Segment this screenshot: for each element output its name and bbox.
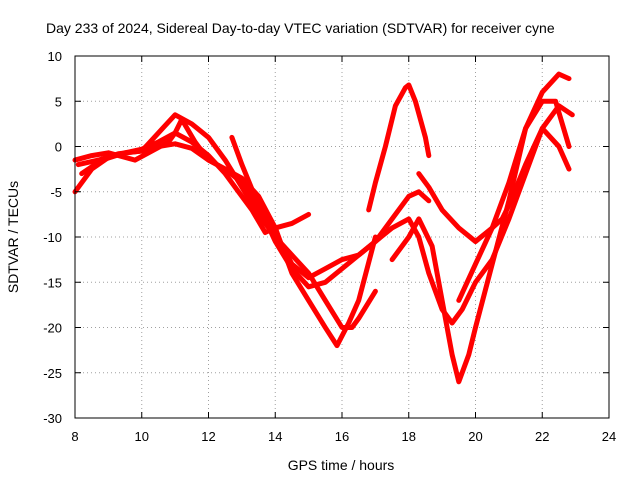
y-tick-label: -25 (43, 366, 62, 381)
y-tick-label: 10 (48, 49, 62, 64)
series-line-s1 (72, 112, 378, 330)
x-tick-labels: 8 10 12 14 16 18 20 22 24 (71, 429, 616, 444)
chart-title: Day 233 of 2024, Sidereal Day-to-day VTE… (46, 20, 555, 36)
x-tick-label: 22 (535, 429, 549, 444)
x-tick-label: 14 (268, 429, 282, 444)
y-tick-labels: -30 -25 -20 -15 -10 -5 0 5 10 (43, 49, 62, 426)
grid (75, 56, 609, 418)
x-tick-label: 20 (468, 429, 482, 444)
x-tick-label: 16 (335, 429, 349, 444)
x-tick-label: 10 (135, 429, 149, 444)
x-tick-label: 24 (602, 429, 616, 444)
series-layer (72, 71, 575, 385)
y-tick-label: 0 (55, 140, 62, 155)
series-line-s9 (456, 125, 572, 303)
x-tick-label: 18 (402, 429, 416, 444)
axis-ticks (74, 55, 610, 419)
x-axis-label: GPS time / hours (288, 457, 395, 473)
y-tick-label: 5 (55, 94, 62, 109)
y-tick-label: -5 (50, 185, 62, 200)
y-tick-label: -20 (43, 321, 62, 336)
y-tick-label: -30 (43, 411, 62, 426)
y-axis-label: SDTVAR / TECUs (5, 181, 21, 293)
x-tick-label: 12 (201, 429, 215, 444)
series-line-s7 (389, 71, 572, 385)
x-tick-label: 8 (71, 429, 78, 444)
y-tick-label: -10 (43, 230, 62, 245)
y-tick-label: -15 (43, 275, 62, 290)
series-line-s6 (366, 82, 432, 213)
